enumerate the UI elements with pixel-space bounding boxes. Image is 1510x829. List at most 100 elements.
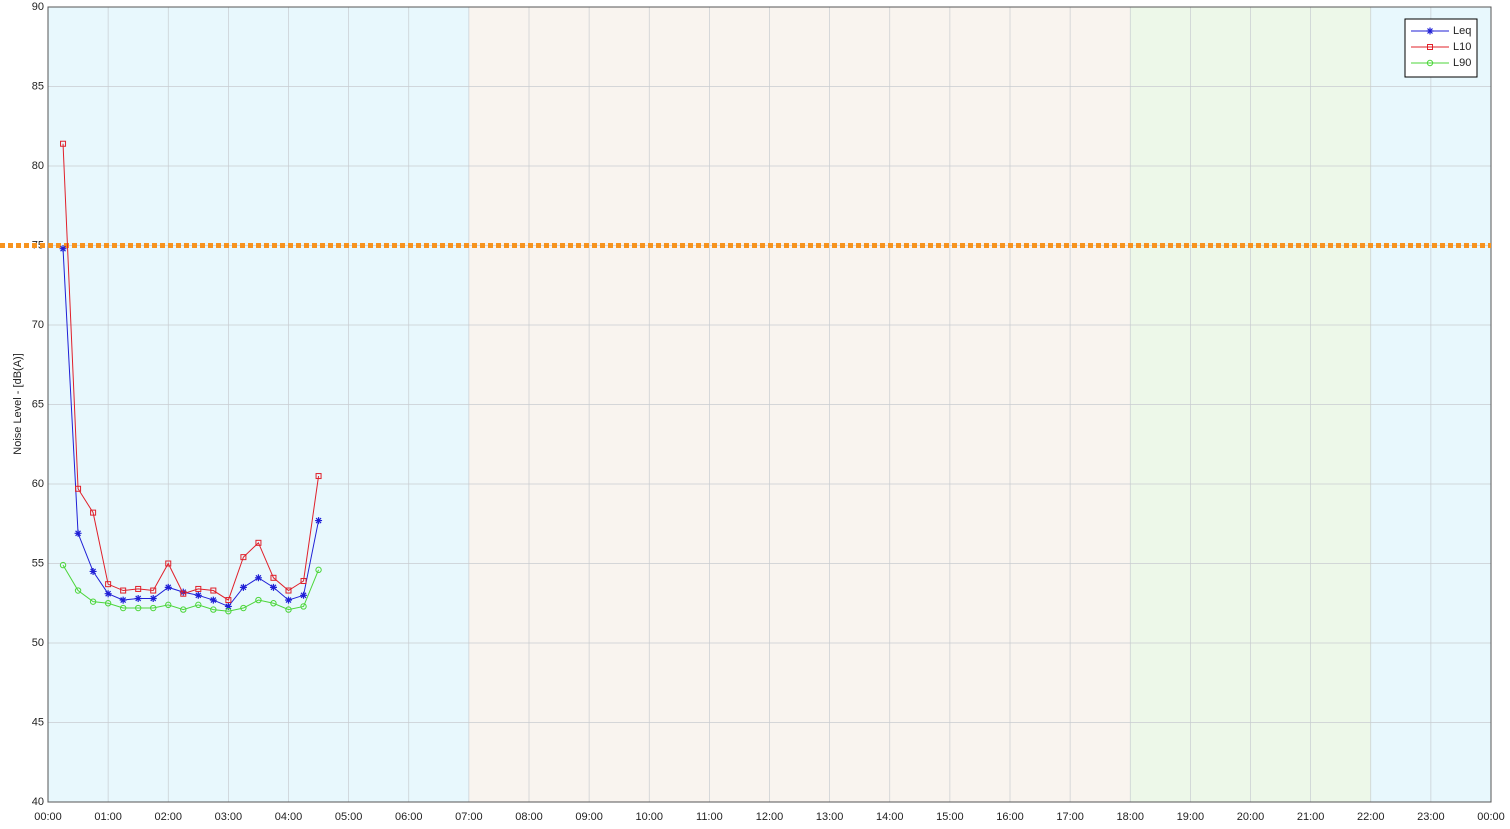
x-tick-label: 03:00 xyxy=(215,811,243,823)
marker xyxy=(300,577,307,584)
marker xyxy=(180,606,187,613)
x-tick-label: 06:00 xyxy=(395,811,423,823)
x-tick-label: 07:00 xyxy=(455,811,483,823)
marker xyxy=(119,596,127,604)
marker xyxy=(315,517,323,525)
x-tick-label: 21:00 xyxy=(1297,811,1325,823)
x-tick-label: 14:00 xyxy=(876,811,904,823)
y-axis-label: Noise Level - [dB(A)] xyxy=(12,353,24,454)
plot-frame xyxy=(47,6,1492,803)
x-tick-label: 18:00 xyxy=(1116,811,1144,823)
marker xyxy=(165,601,172,609)
x-tick-label: 19:00 xyxy=(1177,811,1205,823)
x-tick-label: 16:00 xyxy=(996,811,1024,823)
y-tick-label: 70 xyxy=(32,319,44,331)
marker xyxy=(209,596,217,604)
legend-box xyxy=(1404,18,1478,78)
marker xyxy=(224,602,232,610)
marker xyxy=(74,587,82,594)
x-tick-label: 17:00 xyxy=(1056,811,1084,823)
y-tick-label: 50 xyxy=(32,637,44,649)
marker xyxy=(285,587,292,594)
y-tick-label: 40 xyxy=(32,796,44,808)
marker xyxy=(119,604,127,612)
x-tick-label: 02:00 xyxy=(154,811,182,823)
marker xyxy=(90,509,97,516)
marker xyxy=(254,574,262,582)
marker xyxy=(1426,27,1434,35)
marker xyxy=(134,594,142,602)
marker xyxy=(315,566,322,574)
x-tick-label: 12:00 xyxy=(756,811,784,823)
x-tick-label: 01:00 xyxy=(94,811,122,823)
y-tick-label: 55 xyxy=(32,557,44,569)
marker xyxy=(1427,44,1433,50)
marker xyxy=(104,590,112,598)
y-tick-label: 60 xyxy=(32,478,44,490)
marker xyxy=(60,140,67,147)
marker xyxy=(89,598,97,605)
y-tick-label: 90 xyxy=(32,1,44,13)
x-tick-label: 15:00 xyxy=(936,811,964,823)
x-tick-label: 04:00 xyxy=(275,811,303,823)
marker xyxy=(194,591,202,599)
marker xyxy=(120,587,127,594)
marker xyxy=(255,539,262,546)
y-tick-label: 65 xyxy=(32,398,44,410)
x-tick-label: 08:00 xyxy=(515,811,543,823)
marker xyxy=(74,529,82,537)
x-tick-label: 11:00 xyxy=(696,811,723,823)
y-tick-label: 80 xyxy=(32,160,44,172)
marker xyxy=(89,567,97,575)
marker xyxy=(164,583,172,591)
y-tick-label: 75 xyxy=(32,239,44,251)
marker xyxy=(149,594,157,602)
x-tick-label: 05:00 xyxy=(335,811,363,823)
marker xyxy=(150,587,157,594)
marker xyxy=(300,603,307,610)
marker xyxy=(285,596,292,604)
marker xyxy=(104,600,112,607)
x-tick-label: 20:00 xyxy=(1237,811,1265,823)
marker xyxy=(315,473,322,480)
marker xyxy=(195,585,202,592)
x-tick-label: 22:00 xyxy=(1357,811,1385,823)
x-tick-label: 00:00 xyxy=(34,811,62,823)
legend-label: L90 xyxy=(1453,57,1471,69)
y-tick-label: 85 xyxy=(32,80,44,92)
legend-label: Leq xyxy=(1453,25,1471,37)
marker xyxy=(225,608,232,615)
marker xyxy=(59,561,67,569)
x-tick-label: 09:00 xyxy=(575,811,603,823)
x-tick-label: 00:00 xyxy=(1477,811,1505,823)
marker xyxy=(240,554,247,561)
legend: Leq L10 L90 xyxy=(1404,18,1478,78)
marker xyxy=(239,583,247,591)
marker xyxy=(165,560,172,567)
marker xyxy=(240,604,247,612)
marker xyxy=(210,606,217,613)
marker xyxy=(210,587,217,594)
marker xyxy=(270,574,277,581)
x-tick-label: 23:00 xyxy=(1417,811,1445,823)
marker xyxy=(105,581,112,588)
marker xyxy=(225,597,232,604)
marker xyxy=(180,590,187,597)
marker xyxy=(75,485,82,492)
marker xyxy=(179,588,187,596)
marker xyxy=(269,583,277,591)
marker xyxy=(150,604,157,612)
x-tick-label: 13:00 xyxy=(816,811,844,823)
x-tick-label: 10:00 xyxy=(635,811,663,823)
marker xyxy=(195,601,202,609)
marker xyxy=(59,245,67,253)
legend-label: L10 xyxy=(1453,41,1471,53)
marker xyxy=(255,596,262,604)
marker xyxy=(285,606,292,613)
marker xyxy=(1426,59,1434,67)
y-tick-label: 45 xyxy=(32,716,44,728)
marker xyxy=(270,600,277,607)
marker xyxy=(300,591,308,599)
marker xyxy=(135,585,142,592)
